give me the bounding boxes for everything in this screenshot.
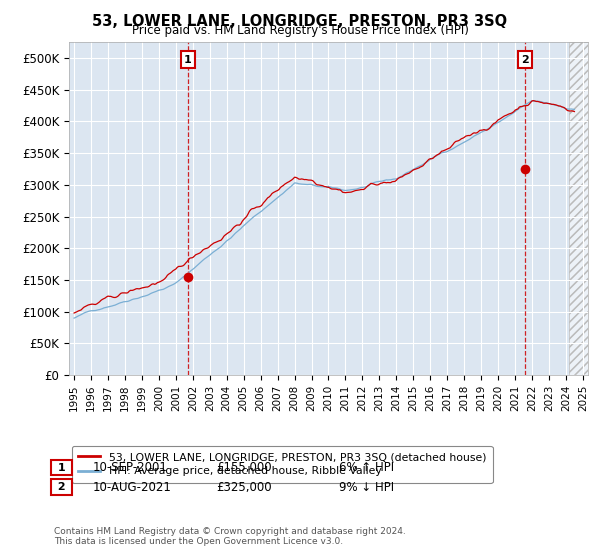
Text: £325,000: £325,000 [216, 480, 272, 494]
Text: 10-SEP-2001: 10-SEP-2001 [93, 461, 168, 474]
Bar [569, 42, 588, 375]
Text: 2: 2 [521, 55, 529, 65]
Legend: 53, LOWER LANE, LONGRIDGE, PRESTON, PR3 3SQ (detached house), HPI: Average price: 53, LOWER LANE, LONGRIDGE, PRESTON, PR3 … [72, 446, 493, 483]
Text: 2: 2 [54, 482, 70, 492]
Text: 10-AUG-2021: 10-AUG-2021 [93, 480, 172, 494]
Text: Price paid vs. HM Land Registry's House Price Index (HPI): Price paid vs. HM Land Registry's House … [131, 24, 469, 37]
Text: 9% ↓ HPI: 9% ↓ HPI [339, 480, 394, 494]
Text: 53, LOWER LANE, LONGRIDGE, PRESTON, PR3 3SQ: 53, LOWER LANE, LONGRIDGE, PRESTON, PR3 … [92, 14, 508, 29]
Text: £155,000: £155,000 [216, 461, 272, 474]
Text: 6% ↑ HPI: 6% ↑ HPI [339, 461, 394, 474]
Text: 1: 1 [184, 55, 192, 65]
Bar [569, 42, 588, 375]
Text: Contains HM Land Registry data © Crown copyright and database right 2024.
This d: Contains HM Land Registry data © Crown c… [54, 526, 406, 546]
Text: 1: 1 [54, 463, 70, 473]
